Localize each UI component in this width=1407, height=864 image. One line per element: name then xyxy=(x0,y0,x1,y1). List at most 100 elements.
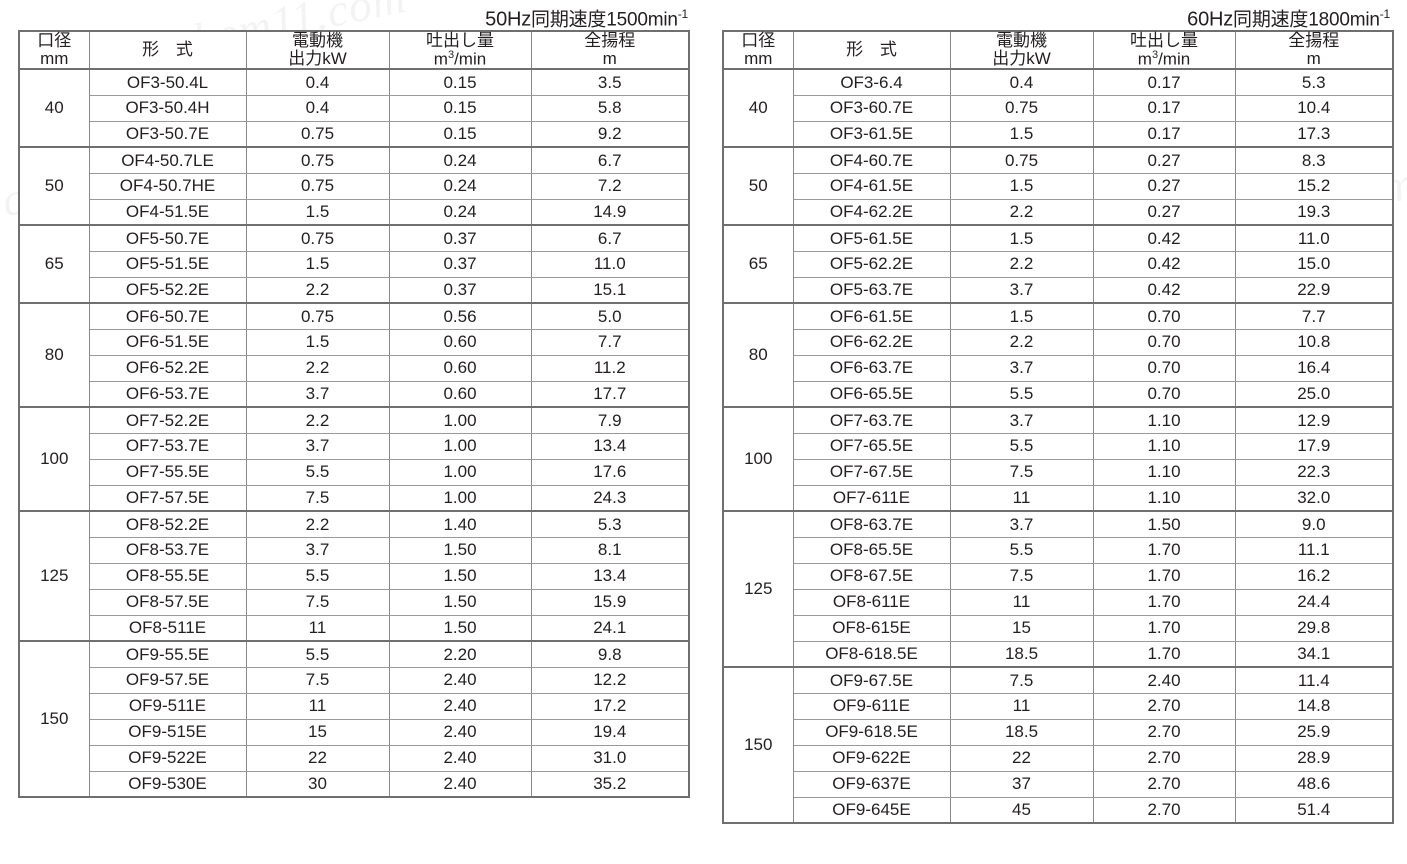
cell-model: OF4-51.5E xyxy=(88,198,247,226)
cell-total-head: 8.3 xyxy=(1234,146,1394,174)
caption-exponent: -1 xyxy=(1379,7,1390,21)
cell-discharge: 0.17 xyxy=(1092,68,1236,96)
table-row: OF4-50.7HE 0.75 0.24 7.2 xyxy=(19,172,690,200)
cell-motor-output: 7.5 xyxy=(245,666,390,694)
cell-discharge: 2.70 xyxy=(1092,770,1236,798)
cell-total-head: 15.1 xyxy=(530,276,690,304)
cell-total-head: 9.8 xyxy=(530,640,690,668)
cell-model: OF9-55.5E xyxy=(88,640,247,668)
table-row: OF6-53.7E 3.7 0.60 17.7 xyxy=(19,380,690,408)
header-line-2: 出力kW xyxy=(288,49,347,69)
cell-discharge: 0.15 xyxy=(388,94,532,122)
header-line-2: mm xyxy=(744,49,773,69)
column-header-model: 形 式 xyxy=(792,30,951,70)
cell-total-head: 15.0 xyxy=(1234,250,1394,278)
table-row: OF6-51.5E 1.5 0.60 7.7 xyxy=(19,328,690,356)
cell-bore: 125 xyxy=(722,510,794,668)
header-line-1: 吐出し量 xyxy=(426,31,494,50)
cell-model: OF5-61.5E xyxy=(792,224,951,252)
cell-motor-output: 11 xyxy=(949,588,1094,616)
table-row: OF9-618.5E 18.5 2.70 25.9 xyxy=(723,718,1394,746)
cell-discharge: 0.27 xyxy=(1092,172,1236,200)
cell-motor-output: 1.5 xyxy=(949,224,1094,252)
cell-discharge: 2.20 xyxy=(388,640,532,668)
cell-motor-output: 0.4 xyxy=(245,68,390,96)
cell-discharge: 1.70 xyxy=(1092,588,1236,616)
cell-bore: 150 xyxy=(722,666,794,824)
cell-total-head: 11.4 xyxy=(1234,666,1394,694)
cell-total-head: 9.2 xyxy=(530,120,690,148)
cell-motor-output: 37 xyxy=(949,770,1094,798)
table-row: 50 OF4-60.7E 0.75 0.27 8.3 xyxy=(722,146,1394,226)
cell-motor-output: 2.2 xyxy=(245,354,390,382)
header-line-1: 電動機 xyxy=(996,31,1047,51)
table-row: 80 OF6-50.7E 0.75 0.56 5.0 xyxy=(18,302,690,408)
cell-total-head: 7.7 xyxy=(530,328,690,356)
cell-motor-output: 3.7 xyxy=(949,406,1094,434)
cell-model: OF5-50.7E xyxy=(88,224,247,252)
cell-discharge: 1.50 xyxy=(388,588,532,616)
table-header: 口径 mm 形 式 電動機 出力kW 吐出し量 m3/min xyxy=(18,30,690,70)
table-row: 80 OF6-61.5E 1.5 0.70 7.7 xyxy=(722,302,1394,408)
cell-motor-output: 2.2 xyxy=(949,198,1094,226)
cell-total-head: 5.8 xyxy=(530,94,690,122)
header-line-2: m xyxy=(602,49,617,69)
column-header-bore: 口径 mm xyxy=(722,30,794,70)
cell-model: OF5-62.2E xyxy=(792,250,951,278)
table-row: 150 OF9-55.5E 5.5 2.20 9.8 xyxy=(18,640,690,798)
cell-model: OF6-63.7E xyxy=(792,354,951,382)
cell-motor-output: 11 xyxy=(245,692,390,720)
cell-total-head: 17.3 xyxy=(1234,120,1394,148)
cell-motor-output: 1.5 xyxy=(245,328,390,356)
cell-model: OF7-65.5E xyxy=(792,432,951,460)
superscript-3: 3 xyxy=(1151,48,1159,61)
cell-motor-output: 2.2 xyxy=(245,276,390,304)
cell-motor-output: 3.7 xyxy=(245,536,390,564)
cell-total-head: 13.4 xyxy=(530,432,690,460)
cell-discharge: 1.70 xyxy=(1092,640,1236,668)
table-row: OF5-63.7E 3.7 0.42 22.9 xyxy=(723,276,1394,304)
cell-motor-output: 5.5 xyxy=(949,536,1094,564)
cell-total-head: 15.9 xyxy=(530,588,690,616)
header-line-1: 吐出し量 xyxy=(1130,31,1198,50)
table-body: 40 OF3-50.4L 0.4 0.15 3.5 OF3-50.4H 0.4 0.15 5.8… xyxy=(18,68,690,798)
cell-motor-output: 1.5 xyxy=(949,120,1094,148)
cell-model: OF7-55.5E xyxy=(88,458,247,486)
cell-model: OF6-65.5E xyxy=(792,380,951,408)
cell-model: OF8-65.5E xyxy=(792,536,951,564)
cell-model: OF5-63.7E xyxy=(792,276,951,304)
cell-discharge: 2.40 xyxy=(388,770,532,798)
cell-discharge: 1.50 xyxy=(388,536,532,564)
cell-model: OF9-622E xyxy=(792,744,951,772)
cell-total-head: 5.0 xyxy=(530,302,690,330)
cell-bore: 100 xyxy=(18,406,90,512)
cell-motor-output: 3.7 xyxy=(949,510,1094,538)
cell-model: OF9-645E xyxy=(792,796,951,824)
cell-total-head: 14.9 xyxy=(530,198,690,226)
cell-motor-output: 22 xyxy=(245,744,390,772)
header-line-1: 口径 xyxy=(37,31,72,51)
table-row: OF9-522E 22 2.40 31.0 xyxy=(19,744,690,772)
cell-motor-output: 1.5 xyxy=(245,250,390,278)
cell-total-head: 5.3 xyxy=(1234,68,1394,96)
cell-model: OF4-60.7E xyxy=(792,146,951,174)
cell-model: OF9-515E xyxy=(88,718,247,746)
cell-model: OF9-57.5E xyxy=(88,666,247,694)
cell-motor-output: 30 xyxy=(245,770,390,798)
table-row: OF8-55.5E 5.5 1.50 13.4 xyxy=(19,562,690,590)
table-row: OF4-61.5E 1.5 0.27 15.2 xyxy=(723,172,1394,200)
table-row: OF4-62.2E 2.2 0.27 19.3 xyxy=(723,198,1394,226)
table-row: 40 OF3-6.4 0.4 0.17 5.3 xyxy=(722,68,1394,148)
table-row: OF9-530E 30 2.40 35.2 xyxy=(19,770,690,798)
cell-total-head: 31.0 xyxy=(530,744,690,772)
cell-total-head: 6.7 xyxy=(530,224,690,252)
header-line-1: 全揚程 xyxy=(584,31,636,51)
header-line-1: 形 式 xyxy=(142,40,199,60)
cell-model: OF6-50.7E xyxy=(88,302,247,330)
cell-discharge: 0.42 xyxy=(1092,224,1236,252)
cell-bore: 150 xyxy=(18,640,90,798)
cell-motor-output: 11 xyxy=(245,614,390,642)
table-row: OF5-62.2E 2.2 0.42 15.0 xyxy=(723,250,1394,278)
column-header-motor-output: 電動機 出力kW xyxy=(949,30,1094,70)
table-row: OF7-65.5E 5.5 1.10 17.9 xyxy=(723,432,1394,460)
